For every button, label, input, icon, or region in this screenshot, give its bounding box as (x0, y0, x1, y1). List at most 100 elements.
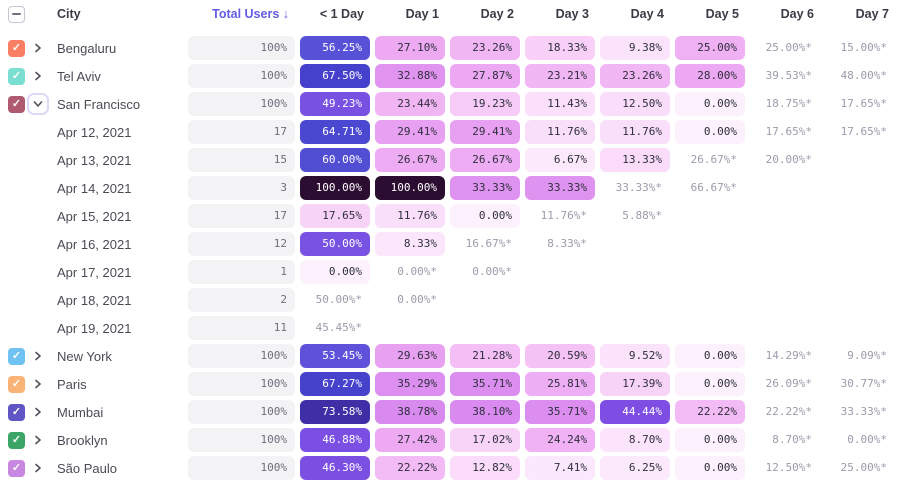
retention-cell[interactable]: 46.88% (300, 428, 370, 452)
retention-cell[interactable]: 19.23% (450, 92, 520, 116)
retention-cell[interactable]: 32.88% (375, 64, 445, 88)
retention-cell[interactable]: 67.50% (300, 64, 370, 88)
retention-cell-estimate: 17.65%* (840, 125, 887, 138)
retention-cell[interactable]: 13.33% (600, 148, 670, 172)
retention-cell[interactable]: 27.10% (375, 36, 445, 60)
retention-cell[interactable]: 0.00% (300, 260, 370, 284)
retention-cell[interactable]: 35.71% (525, 400, 595, 424)
retention-cell[interactable]: 24.24% (525, 428, 595, 452)
expand-chevron-button[interactable] (25, 34, 50, 62)
retention-cell[interactable]: 60.00% (300, 148, 370, 172)
retention-cell[interactable]: 22.22% (375, 456, 445, 480)
retention-cell[interactable]: 0.00% (675, 344, 745, 368)
row-checkbox[interactable]: ✓ (8, 347, 25, 365)
retention-cell[interactable]: 23.21% (525, 64, 595, 88)
retention-cell[interactable]: 67.27% (300, 372, 370, 396)
expand-chevron-button[interactable] (25, 370, 50, 398)
retention-cell-estimate: 45.45%* (315, 321, 362, 334)
retention-cell[interactable]: 56.25% (300, 36, 370, 60)
retention-cell[interactable]: 33.33% (525, 176, 595, 200)
retention-cell[interactable]: 11.76% (600, 120, 670, 144)
retention-cell[interactable]: 9.52% (600, 344, 670, 368)
retention-cell[interactable]: 0.00% (675, 120, 745, 144)
retention-cell[interactable]: 49.23% (300, 92, 370, 116)
column-header-day-4[interactable]: Day 4 (630, 7, 664, 21)
retention-cell[interactable]: 38.10% (450, 400, 520, 424)
retention-cell[interactable]: 100.00% (375, 176, 445, 200)
retention-cell[interactable]: 6.67% (525, 148, 595, 172)
retention-cell[interactable]: 26.67% (375, 148, 445, 172)
select-all-checkbox[interactable] (8, 5, 25, 23)
expand-chevron-button[interactable] (25, 454, 50, 482)
expand-chevron-button[interactable] (25, 342, 50, 370)
retention-cell[interactable]: 23.26% (600, 64, 670, 88)
retention-cell[interactable]: 50.00% (300, 232, 370, 256)
retention-cell[interactable]: 8.33% (375, 232, 445, 256)
retention-cell[interactable]: 0.00% (675, 456, 745, 480)
retention-cell[interactable]: 27.87% (450, 64, 520, 88)
retention-cell[interactable]: 44.44% (600, 400, 670, 424)
row-checkbox[interactable]: ✓ (8, 95, 25, 113)
retention-cell[interactable]: 17.39% (600, 372, 670, 396)
retention-cell[interactable]: 11.43% (525, 92, 595, 116)
retention-cell[interactable]: 9.38% (600, 36, 670, 60)
column-header-day-0[interactable]: < 1 Day (319, 7, 364, 21)
row-checkbox[interactable]: ✓ (8, 431, 25, 449)
row-checkbox[interactable]: ✓ (8, 39, 25, 57)
row-checkbox[interactable]: ✓ (8, 459, 25, 477)
column-header-total-users[interactable]: Total Users ↓ (212, 7, 289, 21)
retention-cell[interactable]: 35.71% (450, 372, 520, 396)
retention-cell[interactable]: 53.45% (300, 344, 370, 368)
retention-cell[interactable]: 11.76% (525, 120, 595, 144)
retention-cell[interactable]: 29.63% (375, 344, 445, 368)
expand-chevron-button[interactable] (25, 62, 50, 90)
retention-cell[interactable]: 33.33% (450, 176, 520, 200)
column-header-day-5[interactable]: Day 5 (705, 7, 739, 21)
retention-cell[interactable]: 100.00% (300, 176, 370, 200)
expand-chevron-button[interactable] (25, 426, 50, 454)
column-header-day-7[interactable]: Day 7 (855, 7, 889, 21)
retention-cell[interactable]: 46.30% (300, 456, 370, 480)
retention-cell[interactable]: 23.26% (450, 36, 520, 60)
retention-cell[interactable]: 23.44% (375, 92, 445, 116)
retention-cell[interactable]: 17.02% (450, 428, 520, 452)
retention-cell[interactable]: 11.76% (375, 204, 445, 228)
retention-cell[interactable]: 12.82% (450, 456, 520, 480)
retention-cell[interactable]: 8.70% (600, 428, 670, 452)
column-header-day-6[interactable]: Day 6 (780, 7, 814, 21)
retention-cell[interactable]: 38.78% (375, 400, 445, 424)
retention-cell[interactable]: 26.67% (450, 148, 520, 172)
retention-cell[interactable]: 6.25% (600, 456, 670, 480)
collapse-chevron-button[interactable] (26, 93, 49, 115)
retention-cell[interactable]: 18.33% (525, 36, 595, 60)
retention-cell[interactable]: 12.50% (600, 92, 670, 116)
column-header-city[interactable]: City (57, 7, 81, 21)
retention-cell[interactable]: 22.22% (675, 400, 745, 424)
column-header-day-2[interactable]: Day 2 (480, 7, 514, 21)
retention-cell[interactable]: 0.00% (675, 372, 745, 396)
retention-cell[interactable]: 0.00% (450, 204, 520, 228)
row-checkbox[interactable]: ✓ (8, 375, 25, 393)
retention-cell[interactable]: 35.29% (375, 372, 445, 396)
retention-cell[interactable]: 29.41% (375, 120, 445, 144)
expand-chevron-button[interactable] (25, 398, 50, 426)
row-checkbox[interactable]: ✓ (8, 403, 25, 421)
retention-cell[interactable]: 20.59% (525, 344, 595, 368)
retention-cell[interactable]: 7.41% (525, 456, 595, 480)
retention-cell[interactable]: 0.00% (675, 92, 745, 116)
retention-cell-estimate: 0.00%* (847, 433, 887, 446)
retention-cell[interactable]: 21.28% (450, 344, 520, 368)
retention-cell[interactable]: 28.00% (675, 64, 745, 88)
retention-cell[interactable]: 29.41% (450, 120, 520, 144)
retention-cell-estimate: 26.67%* (690, 153, 737, 166)
retention-cell[interactable]: 25.81% (525, 372, 595, 396)
retention-cell[interactable]: 27.42% (375, 428, 445, 452)
retention-cell[interactable]: 64.71% (300, 120, 370, 144)
retention-cell[interactable]: 25.00% (675, 36, 745, 60)
retention-cell[interactable]: 0.00% (675, 428, 745, 452)
row-checkbox[interactable]: ✓ (8, 67, 25, 85)
retention-cell[interactable]: 73.58% (300, 400, 370, 424)
retention-cell[interactable]: 17.65% (300, 204, 370, 228)
column-header-day-1[interactable]: Day 1 (405, 7, 439, 21)
column-header-day-3[interactable]: Day 3 (555, 7, 589, 21)
